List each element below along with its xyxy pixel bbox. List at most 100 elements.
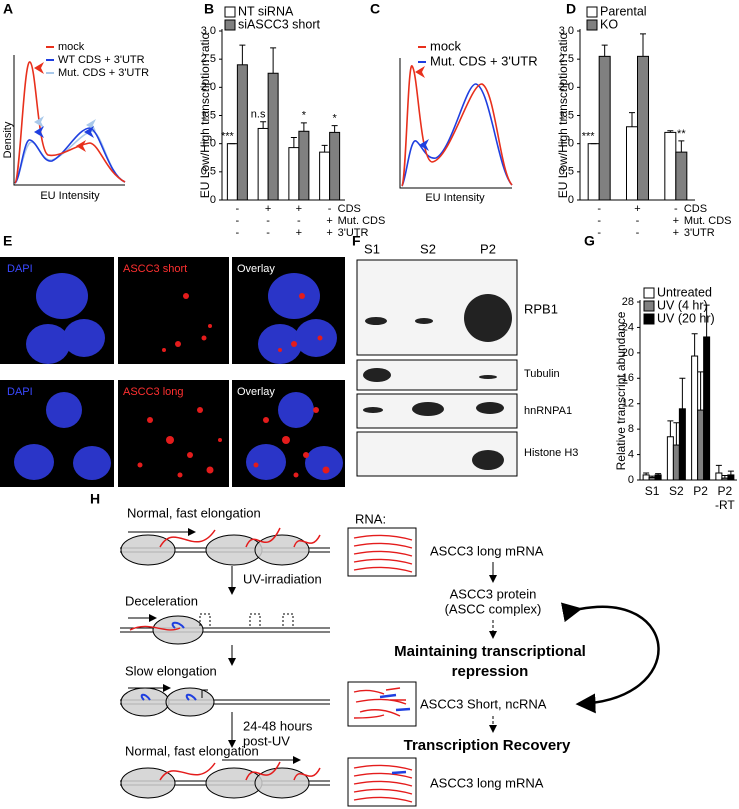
legend-swatch: [586, 6, 598, 18]
condition-sign: -: [328, 203, 332, 215]
y-tick-label: 0: [568, 194, 574, 206]
outcome-label: repression: [452, 663, 529, 680]
bar: [598, 55, 611, 201]
curve: [401, 83, 513, 187]
feedback-arrow: [560, 602, 660, 714]
bar: [666, 436, 674, 481]
error-bar: [667, 420, 674, 437]
western-blot: S1 S2 P2 RPB1 Tubulin hnRNPA1 Histone H3: [356, 241, 578, 477]
axis: [13, 55, 125, 186]
x-tick-label: S1: [645, 484, 660, 498]
error-bar: [679, 377, 686, 409]
x-tick-label: P2 -RT: [715, 484, 735, 512]
condition-sign: -: [597, 215, 601, 227]
significance-label: *: [332, 113, 337, 125]
panel-letter: E: [3, 233, 12, 249]
y-tick-label: 24: [622, 321, 634, 333]
panel-letter: B: [204, 1, 214, 17]
bar: [226, 143, 238, 201]
error-bar: [629, 112, 635, 127]
condition-name: CDS: [684, 203, 707, 215]
step-label: 24-48 hours: [243, 718, 313, 733]
bar: [626, 126, 638, 201]
panel-letter: F: [352, 233, 361, 249]
error-bar: [270, 47, 277, 74]
nuclei: [14, 273, 343, 480]
bar: [678, 408, 686, 481]
product-label: ASCC3 Short, ncRNA: [420, 696, 547, 711]
lane-label: S1: [364, 241, 380, 256]
y-tick-label: 8: [628, 423, 634, 435]
legend-swatch: [643, 287, 655, 299]
arrowhead: [415, 66, 425, 78]
condition-name: CDS: [338, 203, 361, 215]
lesion: [201, 689, 208, 698]
arrowhead: [34, 62, 44, 74]
polymerase: [120, 767, 310, 799]
protein-label: Tubulin: [524, 368, 560, 380]
bar: [236, 64, 248, 201]
rna-label: RNA:: [355, 511, 386, 526]
legend-label: WT CDS + 3'UTR: [58, 54, 145, 66]
legend-label: UV (20 hr): [657, 311, 715, 325]
density-plot-a: Density EU Intensity mock WT CDS + 3'UTR…: [2, 41, 149, 202]
step-label: Normal, fast elongation: [127, 505, 261, 520]
bar: [329, 131, 341, 201]
error-bar: [655, 473, 662, 475]
condition-name: 3'UTR: [338, 227, 369, 239]
error-bar: [649, 475, 656, 478]
error-bar: [715, 464, 722, 474]
condition-sign: -: [636, 215, 640, 227]
error-bar: [667, 130, 674, 133]
significance-label: n.s: [251, 109, 266, 121]
arrowhead: [86, 119, 96, 131]
significance-label: **: [677, 128, 686, 140]
bar: [721, 477, 729, 481]
outcome-label: Maintaining transcriptional: [394, 643, 586, 660]
polymerase: [120, 534, 310, 566]
y-tick-label: 2.5: [201, 53, 216, 65]
panel-letter: A: [3, 1, 13, 17]
step-label: Deceleration: [125, 593, 198, 608]
significance-label: ***: [582, 131, 596, 143]
bar: [267, 72, 279, 201]
legend-label: NT siRNA: [238, 4, 294, 18]
panel-letter: C: [370, 1, 380, 17]
error-bar: [290, 136, 297, 148]
panel-letter: G: [584, 233, 595, 249]
legend-label: Mut. CDS + 3'UTR: [430, 53, 538, 68]
legend-swatch: [643, 313, 655, 325]
condition-sign: +: [634, 203, 640, 215]
error-bar: [300, 122, 307, 132]
y-tick-label: 1.0: [559, 138, 574, 150]
x-tick-label: P2: [693, 484, 708, 498]
rna: [129, 625, 181, 631]
protein-label: (ASCC complex): [445, 601, 542, 616]
axis: [639, 300, 737, 481]
condition-sign: -: [266, 227, 270, 239]
condition-sign: +: [296, 227, 302, 239]
y-tick-label: 3.0: [559, 25, 574, 37]
legend-swatch: [586, 19, 598, 31]
y-label: EU Low/High transcription ratio: [556, 32, 570, 198]
legend-label: Mut. CDS + 3'UTR: [58, 67, 149, 79]
rna: [353, 687, 407, 719]
condition-sign: +: [673, 227, 679, 239]
curve: [14, 130, 126, 184]
y-tick-label: 16: [622, 372, 634, 384]
bar: [691, 355, 699, 481]
product-label: ASCC3 long mRNA: [430, 775, 544, 790]
lane-label: S2: [420, 241, 436, 256]
image-label: ASCC3 short: [123, 263, 187, 275]
condition-name: Mut. CDS: [338, 215, 386, 227]
y-tick-label: 4: [628, 448, 634, 460]
y-tick-label: 1.5: [201, 109, 216, 121]
rna: [159, 527, 321, 548]
legend-swatch: [643, 300, 655, 312]
condition-sign: -: [674, 203, 678, 215]
rna: [353, 534, 413, 573]
condition-name: 3'UTR: [684, 227, 715, 239]
rna: [159, 761, 321, 781]
condition-sign: -: [297, 215, 301, 227]
